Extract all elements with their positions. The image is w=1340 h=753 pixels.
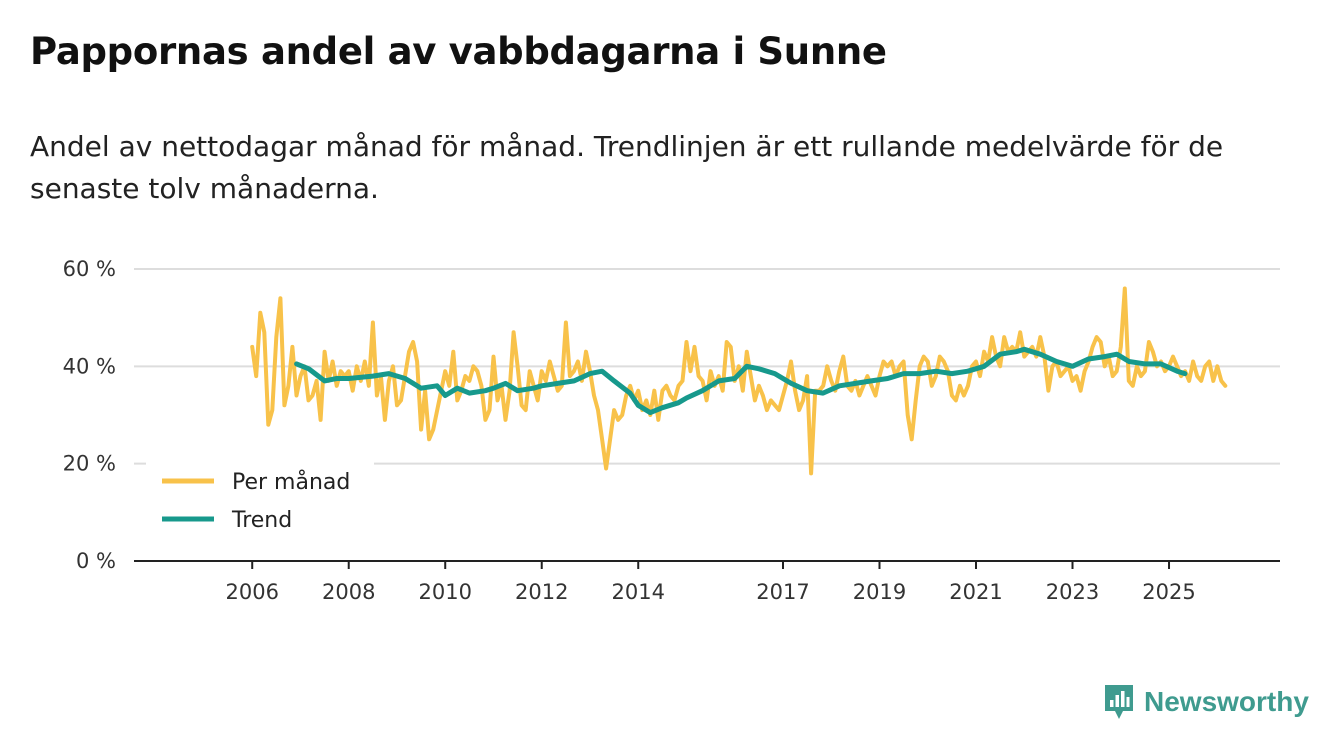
- y-tick-label: 40 %: [63, 354, 116, 378]
- x-tick-label: 2006: [225, 580, 278, 604]
- legend-background: [146, 462, 374, 546]
- y-tick-label: 20 %: [63, 452, 116, 476]
- chart-subtitle: Andel av nettodagar månad för månad. Tre…: [30, 130, 1224, 205]
- x-tick-label: 2017: [756, 580, 809, 604]
- x-tick-label: 2008: [322, 580, 375, 604]
- x-tick-label: 2023: [1046, 580, 1099, 604]
- y-tick-label: 60 %: [63, 257, 116, 281]
- series-line-trend: [294, 346, 1188, 416]
- x-tick-label: 2019: [853, 580, 906, 604]
- x-tick-label: 2014: [612, 580, 665, 604]
- y-tick-label: 0 %: [76, 549, 116, 573]
- legend-item-trend-label: Trend: [231, 508, 292, 533]
- brand-name: Newsworthy: [1144, 686, 1309, 717]
- chart-title: Pappornas andel av vabbdagarna i Sunne: [30, 30, 887, 73]
- series-line-per-manad: [250, 286, 1228, 476]
- x-tick-label: 2012: [515, 580, 568, 604]
- legend-item-per-manad-label: Per månad: [232, 469, 350, 495]
- x-tick-label: 2025: [1142, 580, 1195, 604]
- x-tick-label: 2010: [419, 580, 472, 604]
- newsworthy-icon: [1105, 685, 1133, 719]
- x-tick-label: 2021: [949, 580, 1002, 604]
- brand-logo: Newsworthy: [1102, 681, 1309, 723]
